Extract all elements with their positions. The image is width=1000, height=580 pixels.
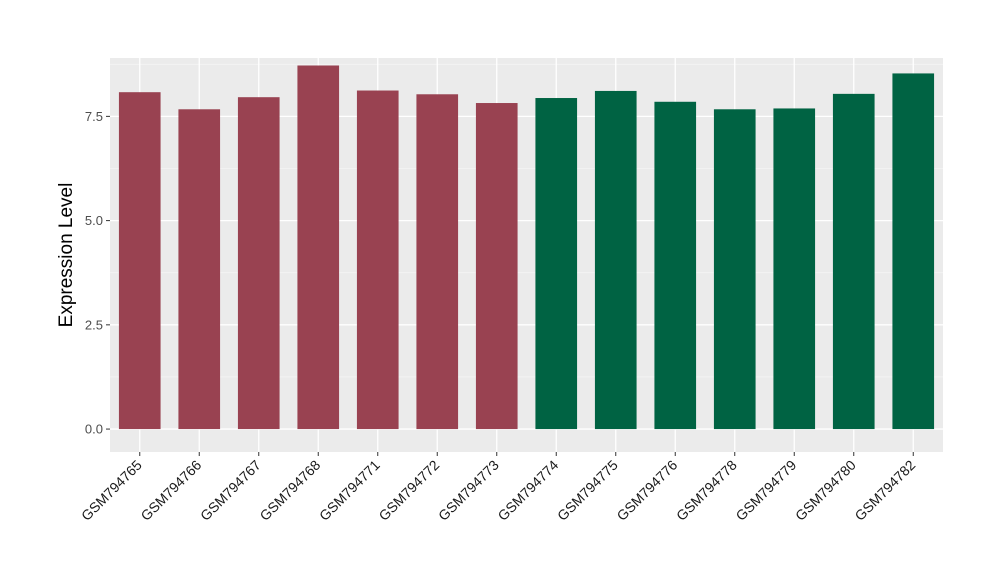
bar-GSM794772 bbox=[416, 94, 459, 430]
x-tick-label: GSM794776 bbox=[613, 457, 680, 524]
x-tick-label: GSM794778 bbox=[673, 457, 740, 524]
x-tick-label: GSM794775 bbox=[554, 457, 621, 524]
x-tick-label: GSM794772 bbox=[375, 457, 442, 524]
bar-GSM794782 bbox=[892, 73, 935, 430]
x-tick-label: GSM794767 bbox=[197, 457, 264, 524]
x-tick-label: GSM794773 bbox=[435, 457, 502, 524]
y-axis: 0.0 2.5 5.0 7.5 bbox=[85, 109, 110, 437]
x-axis: GSM794765GSM794766GSM794767GSM794768GSM7… bbox=[78, 452, 919, 524]
x-tick-label: GSM794765 bbox=[78, 457, 145, 524]
bar-GSM794778 bbox=[713, 109, 756, 430]
bar-GSM794780 bbox=[832, 93, 875, 430]
x-tick-label: GSM794766 bbox=[137, 457, 204, 524]
bar-GSM794768 bbox=[297, 65, 340, 430]
bar-GSM794766 bbox=[178, 109, 221, 430]
bar-GSM794779 bbox=[773, 108, 816, 430]
x-tick-label: GSM794768 bbox=[256, 457, 323, 524]
bar-GSM794767 bbox=[237, 97, 280, 430]
bar-GSM794771 bbox=[356, 90, 399, 430]
bar-GSM794765 bbox=[118, 92, 161, 430]
x-tick-label: GSM794780 bbox=[792, 457, 859, 524]
y-tick-label: 0.0 bbox=[85, 422, 103, 437]
y-tick-label: 5.0 bbox=[85, 213, 103, 228]
bar-GSM794776 bbox=[654, 101, 697, 430]
bar-GSM794775 bbox=[594, 90, 637, 430]
bar-GSM794774 bbox=[535, 98, 578, 430]
x-tick-label: GSM794779 bbox=[732, 457, 799, 524]
bars bbox=[118, 65, 935, 430]
y-tick-label: 2.5 bbox=[85, 317, 103, 332]
bar-GSM794773 bbox=[475, 103, 518, 430]
y-axis-title: Expression Level bbox=[56, 183, 77, 328]
x-tick-label: GSM794774 bbox=[494, 457, 561, 524]
x-tick-label: GSM794782 bbox=[851, 457, 918, 524]
x-tick-label: GSM794771 bbox=[316, 457, 383, 524]
y-tick-label: 7.5 bbox=[85, 109, 103, 124]
plot-panel bbox=[110, 58, 943, 452]
